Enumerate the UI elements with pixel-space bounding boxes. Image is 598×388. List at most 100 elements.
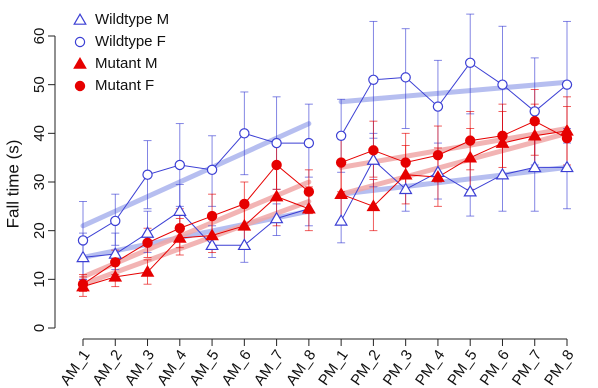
data-point (205, 238, 219, 251)
legend-label: Wildtype M (95, 11, 169, 28)
data-point (77, 279, 89, 290)
data-point (237, 218, 252, 231)
trend-line (80, 208, 312, 260)
data-point (174, 159, 185, 171)
data-point (142, 169, 153, 180)
trend-lines (80, 79, 570, 287)
x-tick-label: AM_8 (283, 347, 319, 388)
x-tick-label: AM_7 (251, 347, 287, 388)
x-tick-label: AM_2 (89, 347, 125, 388)
data-point (142, 237, 153, 249)
series-lines (82, 62, 568, 288)
y-tick-label: 0 (31, 324, 48, 332)
data-point (206, 164, 218, 176)
data-point (432, 101, 444, 112)
data-point (110, 215, 121, 227)
data-point (335, 130, 347, 141)
x-tick-label: PM_8 (541, 347, 577, 388)
y-tick-label: 30 (31, 174, 48, 191)
x-tick-label: PM_1 (315, 347, 351, 388)
data-point (108, 269, 123, 282)
x-tick-label: PM_4 (412, 347, 448, 388)
data-point (497, 130, 508, 141)
data-point (465, 57, 476, 68)
data-markers (76, 57, 574, 292)
data-point (269, 211, 284, 224)
y-tick-label: 20 (31, 222, 48, 239)
series-line (340, 130, 568, 207)
x-tick-label: AM_6 (218, 347, 254, 388)
data-point (527, 128, 542, 141)
legend: Wildtype M Wildtype F Mutant M Mutant F (73, 11, 169, 94)
data-point (237, 238, 252, 251)
y-tick-label: 40 (31, 125, 48, 142)
series-line (82, 164, 310, 285)
data-point (271, 159, 282, 171)
data-point (463, 150, 478, 163)
data-point (561, 132, 573, 144)
data-point (463, 184, 478, 197)
data-point (239, 128, 250, 139)
legend-label: Mutant F (95, 77, 154, 94)
data-point (529, 115, 540, 127)
data-point (303, 186, 315, 197)
trend-line (80, 179, 312, 280)
data-point (172, 204, 187, 216)
trend-line (338, 130, 570, 197)
y-axis-label: Fall time (s) (3, 140, 22, 229)
data-point (110, 257, 121, 268)
trend-line (80, 198, 312, 287)
data-point (174, 223, 185, 234)
data-point (432, 150, 444, 161)
y-tick-label: 10 (31, 271, 48, 288)
data-point (398, 167, 413, 180)
legend-label: Wildtype F (95, 33, 166, 50)
data-point (172, 230, 187, 243)
x-tick-label: PM_2 (348, 347, 384, 388)
series-line (82, 132, 309, 241)
x-tick-label: PM_3 (380, 347, 416, 388)
data-point (335, 157, 347, 168)
x-tick-label: AM_5 (186, 347, 222, 388)
y-tick-label: 50 (31, 76, 48, 93)
data-point (334, 213, 348, 226)
data-point (527, 160, 542, 173)
x-tick-label: AM_3 (122, 347, 158, 388)
data-point (205, 228, 219, 241)
data-point (73, 57, 87, 69)
x-tick-label: PM_7 (509, 347, 545, 388)
series-line (340, 159, 567, 222)
data-point (140, 226, 155, 238)
data-point (398, 182, 413, 195)
data-point (140, 265, 155, 277)
data-point (74, 36, 86, 48)
legend-label: Mutant M (95, 55, 158, 72)
data-point (529, 106, 540, 117)
x-tick-label: PM_6 (477, 347, 513, 388)
data-point (77, 235, 89, 246)
series-line (82, 196, 310, 288)
data-point (400, 72, 411, 83)
data-point (495, 136, 510, 148)
data-point (73, 13, 87, 25)
data-point (271, 137, 282, 149)
data-point (269, 189, 284, 202)
data-point (497, 79, 508, 90)
data-point (366, 199, 381, 212)
trend-line (80, 121, 312, 229)
data-point (495, 167, 510, 180)
data-point (239, 198, 250, 210)
series-line (340, 120, 568, 164)
x-tick-label: AM_4 (154, 347, 190, 388)
data-point (465, 135, 476, 146)
data-point (334, 187, 348, 199)
data-point (206, 210, 218, 222)
data-point (560, 160, 574, 173)
x-tick-label: PM_5 (444, 347, 480, 388)
data-point (76, 250, 90, 263)
trend-line (338, 79, 570, 105)
data-point (400, 157, 411, 168)
data-point (302, 201, 316, 214)
y-tick-label: 60 (31, 28, 48, 45)
